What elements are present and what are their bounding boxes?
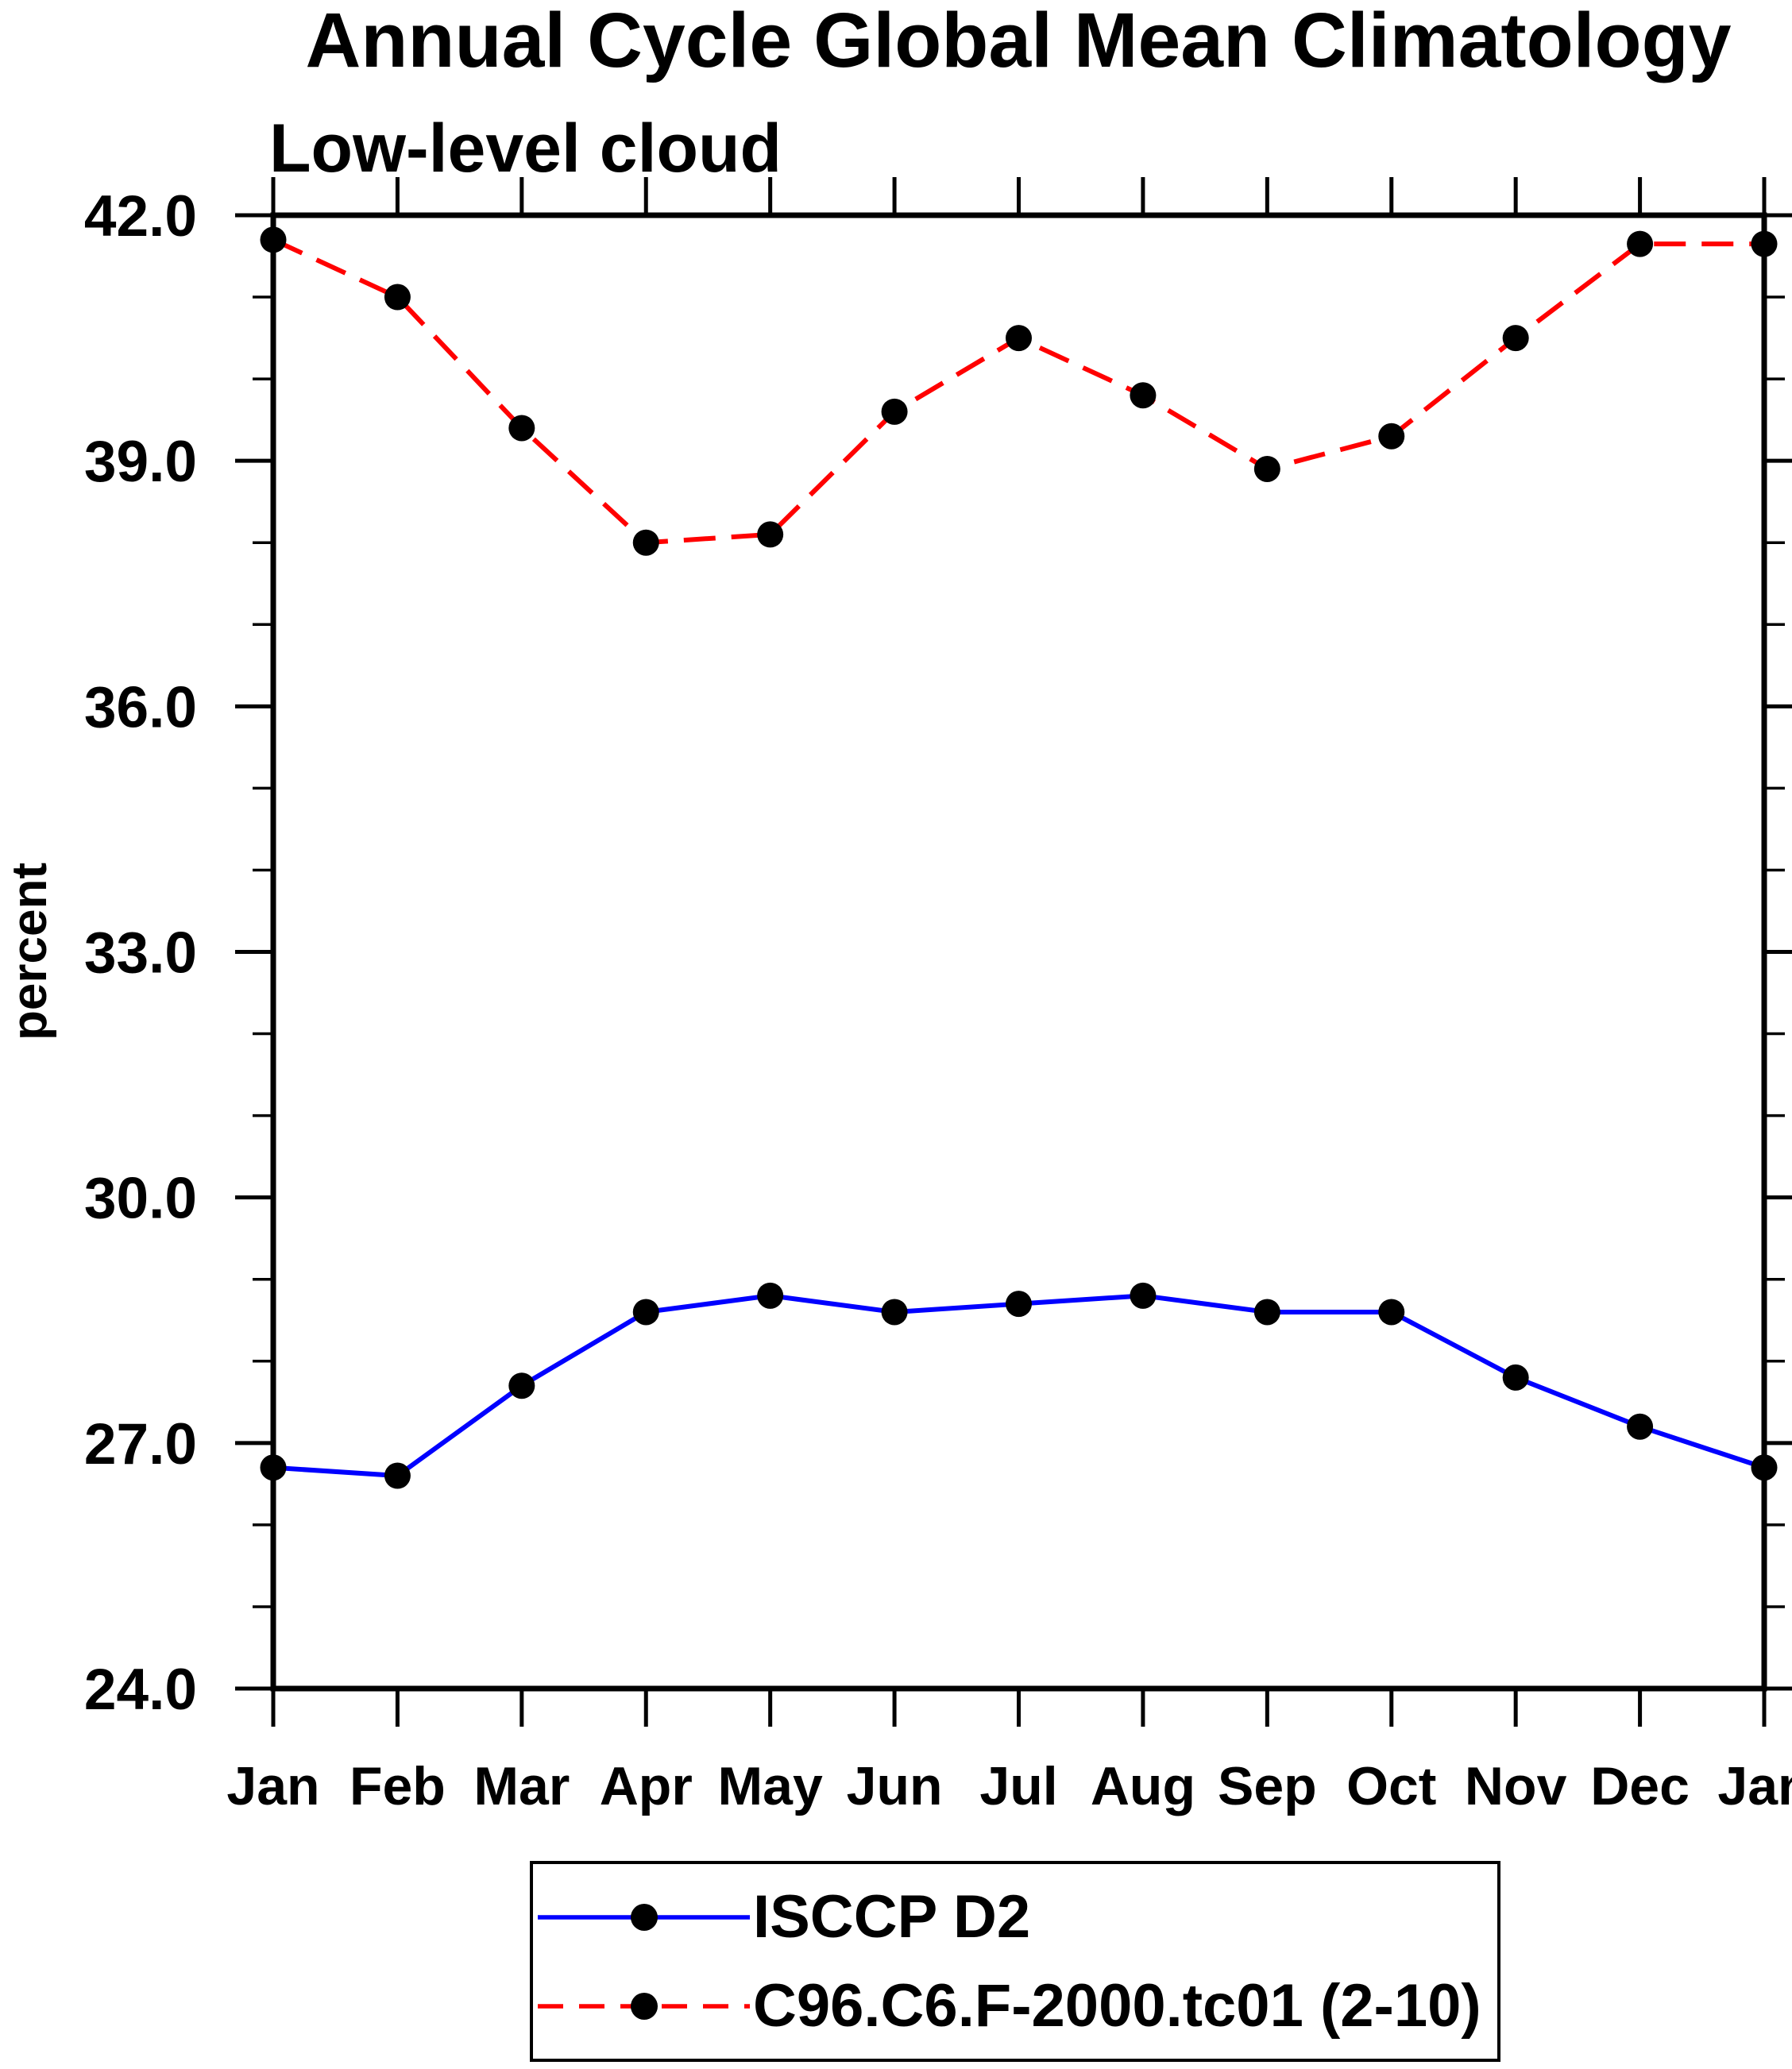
x-tick-label: Feb <box>350 1756 446 1816</box>
series-line-isccp-d2 <box>272 1293 1765 1479</box>
x-tick-label: May <box>718 1756 823 1816</box>
series-marker-isccp-d2 <box>632 1299 659 1326</box>
y-tick-label: 42.0 <box>84 184 197 249</box>
axis-ticks <box>235 177 1792 1727</box>
series-line-c96-c6-f-2000-tc01-2-10 <box>272 237 1764 546</box>
plot-border <box>270 212 1767 1692</box>
series-marker-c96-c6-f-2000-tc01-2-10 <box>508 415 535 442</box>
series-marker-isccp-d2 <box>1130 1282 1157 1309</box>
x-tick-labels: Jan Feb Mar Apr May Jun Jul Aug Sep Oct Nov Dec Jan <box>226 1756 1792 1816</box>
series-marker-c96-c6-f-2000-tc01-2-10 <box>632 529 659 556</box>
legend: ISCCP D2 C96.C6.F-2000.tc01 (2-10) <box>530 1861 1500 2062</box>
series-marker-c96-c6-f-2000-tc01-2-10 <box>1006 325 1032 352</box>
series-marker-isccp-d2 <box>1627 1413 1654 1440</box>
x-tick-label: Jun <box>847 1756 943 1816</box>
series-marker-c96-c6-f-2000-tc01-2-10 <box>1502 325 1529 352</box>
legend-box <box>530 1861 1500 2062</box>
series-marker-c96-c6-f-2000-tc01-2-10 <box>1627 230 1654 257</box>
series-marker-c96-c6-f-2000-tc01-2-10 <box>881 398 908 425</box>
series-marker-isccp-d2 <box>384 1462 411 1489</box>
series-marker-isccp-d2 <box>1378 1299 1405 1326</box>
series-marker-isccp-d2 <box>1006 1291 1032 1318</box>
series-marker-isccp-d2 <box>508 1372 535 1399</box>
x-tick-label: Jan <box>1717 1756 1792 1816</box>
series-marker-isccp-d2 <box>757 1282 784 1309</box>
legend-marker-c96-c6-f-2000-tc01-2-10 <box>631 1993 658 2020</box>
y-tick-labels: 24.0 27.0 30.0 33.0 36.0 39.0 42.0 <box>84 184 197 1722</box>
x-tick-label: Oct <box>1346 1756 1436 1816</box>
series-marker-c96-c6-f-2000-tc01-2-10 <box>1378 423 1405 450</box>
y-tick-label: 27.0 <box>84 1412 197 1476</box>
x-tick-label: Jan <box>226 1756 319 1816</box>
series-marker-c96-c6-f-2000-tc01-2-10 <box>757 521 784 548</box>
y-tick-label: 30.0 <box>84 1167 197 1231</box>
x-tick-label: Jul <box>979 1756 1057 1816</box>
series-marker-c96-c6-f-2000-tc01-2-10 <box>384 284 411 311</box>
y-tick-label: 24.0 <box>84 1658 197 1722</box>
x-tick-label: Mar <box>473 1756 570 1816</box>
x-tick-label: Dec <box>1590 1756 1690 1816</box>
series-marker-isccp-d2 <box>1253 1299 1280 1326</box>
x-tick-label: Nov <box>1465 1756 1567 1816</box>
series-marker-isccp-d2 <box>881 1299 908 1326</box>
legend-label: ISCCP D2 <box>753 1883 1030 1951</box>
data-series <box>260 226 1778 1489</box>
chart-title: Annual Cycle Global Mean Climatology <box>306 0 1732 83</box>
x-tick-label: Aug <box>1091 1756 1195 1816</box>
legend-marker-isccp-d2 <box>631 1904 658 1931</box>
series-marker-c96-c6-f-2000-tc01-2-10 <box>1130 382 1157 409</box>
series-marker-isccp-d2 <box>1502 1364 1529 1391</box>
chart-subtitle: Low-level cloud <box>269 110 782 187</box>
y-tick-label: 33.0 <box>84 921 197 986</box>
series-marker-c96-c6-f-2000-tc01-2-10 <box>1253 455 1280 482</box>
y-tick-label: 39.0 <box>84 430 197 494</box>
y-axis-label: percent <box>2 863 57 1040</box>
legend-label: C96.C6.F-2000.tc01 (2-10) <box>753 1972 1481 2040</box>
x-tick-label: Apr <box>600 1756 693 1816</box>
plot-border-box <box>270 212 1767 1692</box>
y-tick-label: 36.0 <box>84 675 197 739</box>
x-tick-label: Sep <box>1218 1756 1317 1816</box>
